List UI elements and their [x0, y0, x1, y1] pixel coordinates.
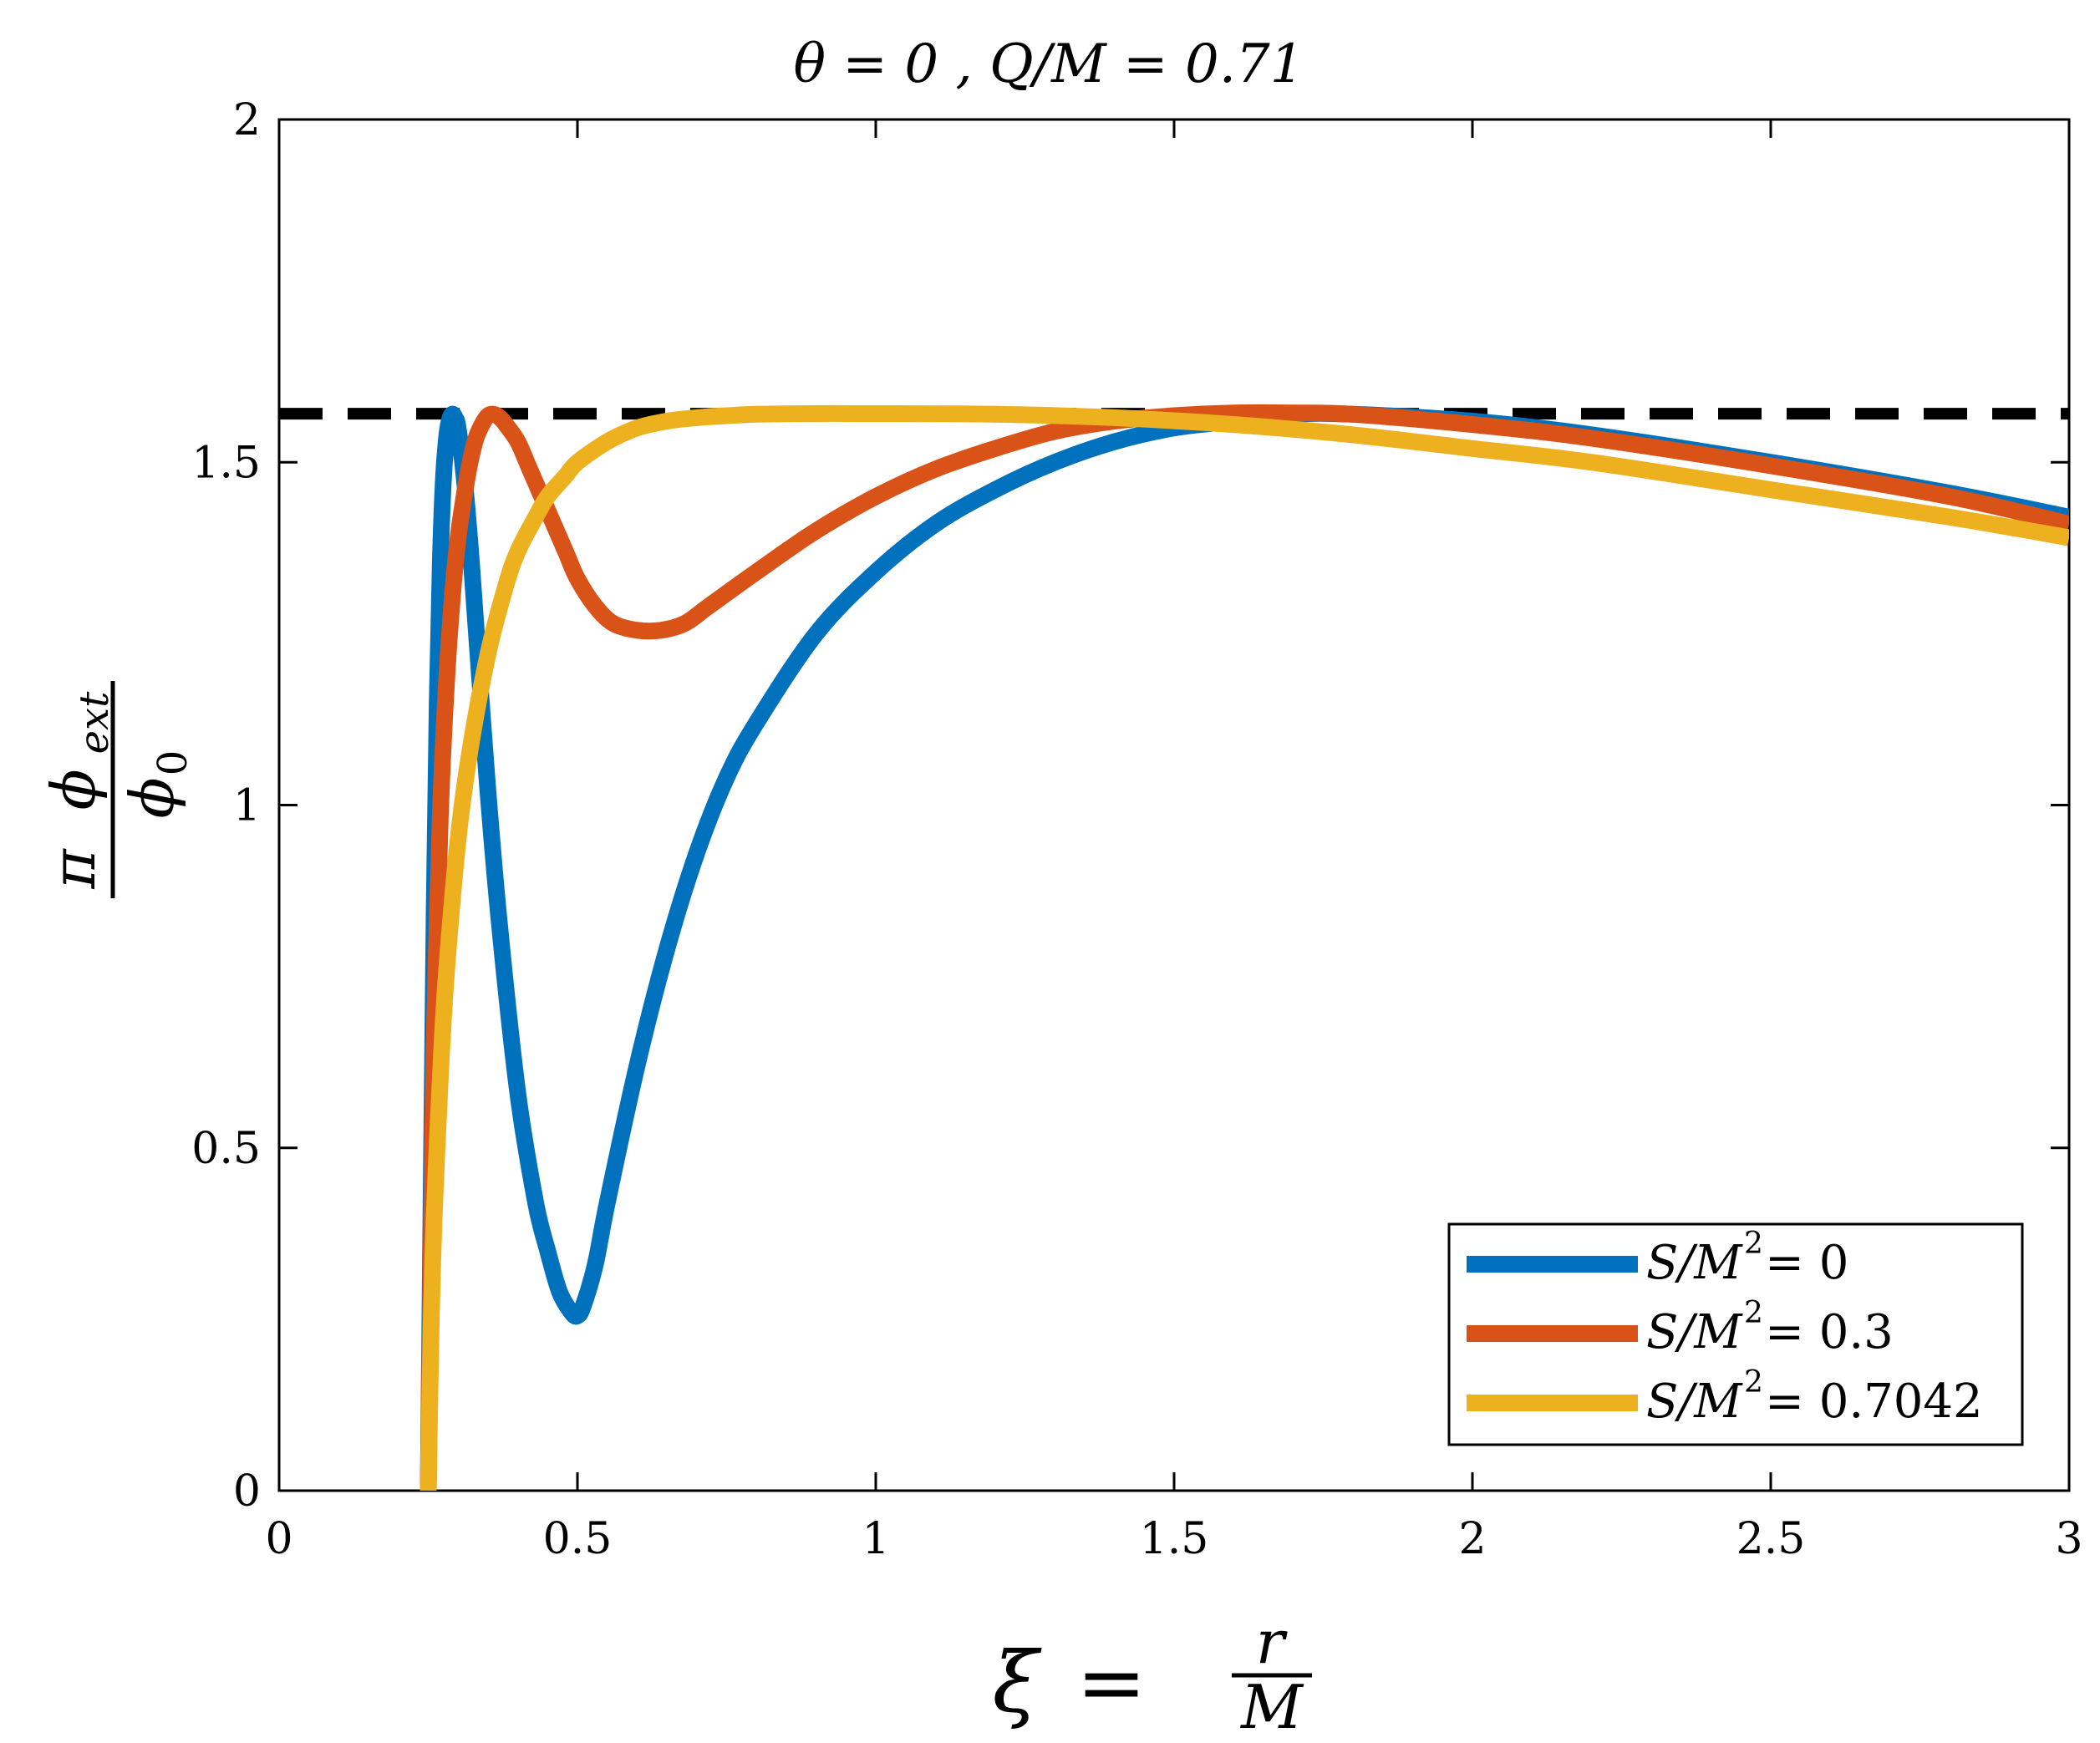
series-line-1	[419, 404, 2069, 1491]
x-tick-label: 3	[2055, 1514, 2082, 1564]
svg-text:S/M: S/M	[1646, 1236, 1743, 1290]
legend-label-s03: S/M 2 = 0.3	[1646, 1296, 1894, 1359]
svg-text:π: π	[38, 848, 109, 890]
y-tick-label: 2	[233, 95, 261, 145]
svg-text:S/M: S/M	[1646, 1305, 1743, 1359]
svg-text:2: 2	[1744, 1296, 1763, 1330]
legend-label-s07042: S/M 2 = 0.7042	[1646, 1365, 1983, 1429]
svg-text:M: M	[1239, 1672, 1304, 1742]
x-tick-label: 2	[1458, 1514, 1486, 1564]
chart-title: θ = 0 , Q/M = 0.71	[794, 33, 1304, 95]
x-tick-label: 2.5	[1736, 1514, 1806, 1564]
svg-text:ext: ext	[71, 691, 118, 754]
y-tick-label: 0.5	[191, 1124, 261, 1174]
svg-text:= 0.3: = 0.3	[1765, 1305, 1894, 1359]
svg-text:0: 0	[150, 750, 196, 776]
svg-text:S/M: S/M	[1646, 1375, 1743, 1429]
svg-text:=: =	[1076, 1634, 1147, 1731]
legend: S/M 2 = 0 S/M 2 = 0.3 S/M 2 = 0.7042	[1447, 1222, 2024, 1446]
svg-text:= 0.7042: = 0.7042	[1765, 1375, 1983, 1429]
x-tick-label: 0.5	[543, 1514, 613, 1564]
series-layer	[279, 404, 2069, 1491]
y-tick-label: 1	[233, 781, 261, 831]
y-tick-label: 0	[233, 1466, 261, 1517]
x-axis-label: ξ = r M	[992, 1607, 1312, 1742]
y-axis-label: π ϕ ext ϕ 0	[38, 681, 196, 898]
y-tick-label: 1.5	[191, 438, 261, 488]
legend-label-s0: S/M 2 = 0	[1646, 1227, 1848, 1290]
x-tick-label: 0	[265, 1514, 292, 1564]
axis-ticks	[277, 118, 2071, 1492]
svg-text:2: 2	[1744, 1365, 1763, 1400]
svg-text:ϕ: ϕ	[38, 769, 109, 810]
svg-text:ϕ: ϕ	[117, 777, 187, 818]
axis-tick-labels: 0 0.5 1 1.5 2 2.5 3 0 0.5 1 1.5 2	[191, 95, 2082, 1564]
x-tick-label: 1	[862, 1514, 889, 1564]
svg-text:2: 2	[1744, 1227, 1763, 1261]
svg-text:r: r	[1256, 1607, 1288, 1677]
svg-text:= 0: = 0	[1765, 1236, 1848, 1290]
svg-text:ξ: ξ	[992, 1634, 1042, 1731]
series-line-2	[419, 404, 2069, 1491]
x-tick-label: 1.5	[1140, 1514, 1209, 1564]
